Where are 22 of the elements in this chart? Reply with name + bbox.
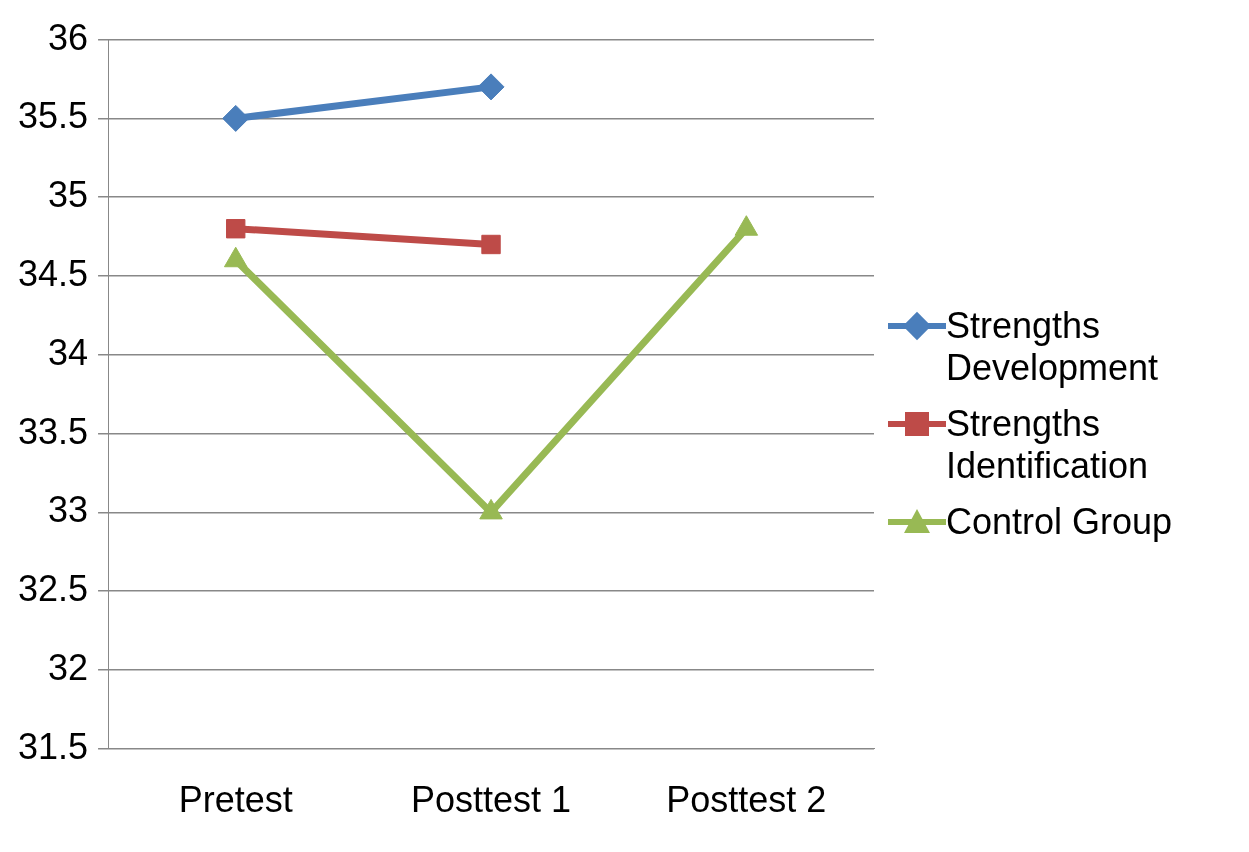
y-tick-label: 35 [48, 174, 89, 216]
legend-label: Strengths Development [946, 305, 1160, 389]
point [226, 219, 246, 239]
x-tick-label: Posttest 1 [410, 779, 572, 821]
point [481, 234, 501, 255]
x-tick-label: Posttest 2 [666, 779, 827, 821]
point [477, 73, 505, 101]
point [479, 498, 503, 520]
y-tick-label: 35.5 [17, 95, 89, 137]
y-tick-label: 36 [48, 16, 89, 58]
point [222, 104, 250, 132]
y-tick-label: 33 [48, 489, 89, 531]
legend-label: Control Group [946, 501, 1173, 543]
y-tick-label: 31.5 [17, 725, 89, 767]
y-tick-label: 33.5 [17, 410, 89, 452]
y-tick-label: 34 [48, 331, 89, 373]
y-tick-label: 32 [48, 646, 89, 688]
y-tick-label: 32.5 [17, 568, 89, 610]
y-tick-label: 34.5 [17, 252, 89, 294]
point [223, 246, 248, 268]
legend-label: Strengths Identification [946, 403, 1150, 487]
x-tick-label: Pretest [178, 779, 293, 821]
